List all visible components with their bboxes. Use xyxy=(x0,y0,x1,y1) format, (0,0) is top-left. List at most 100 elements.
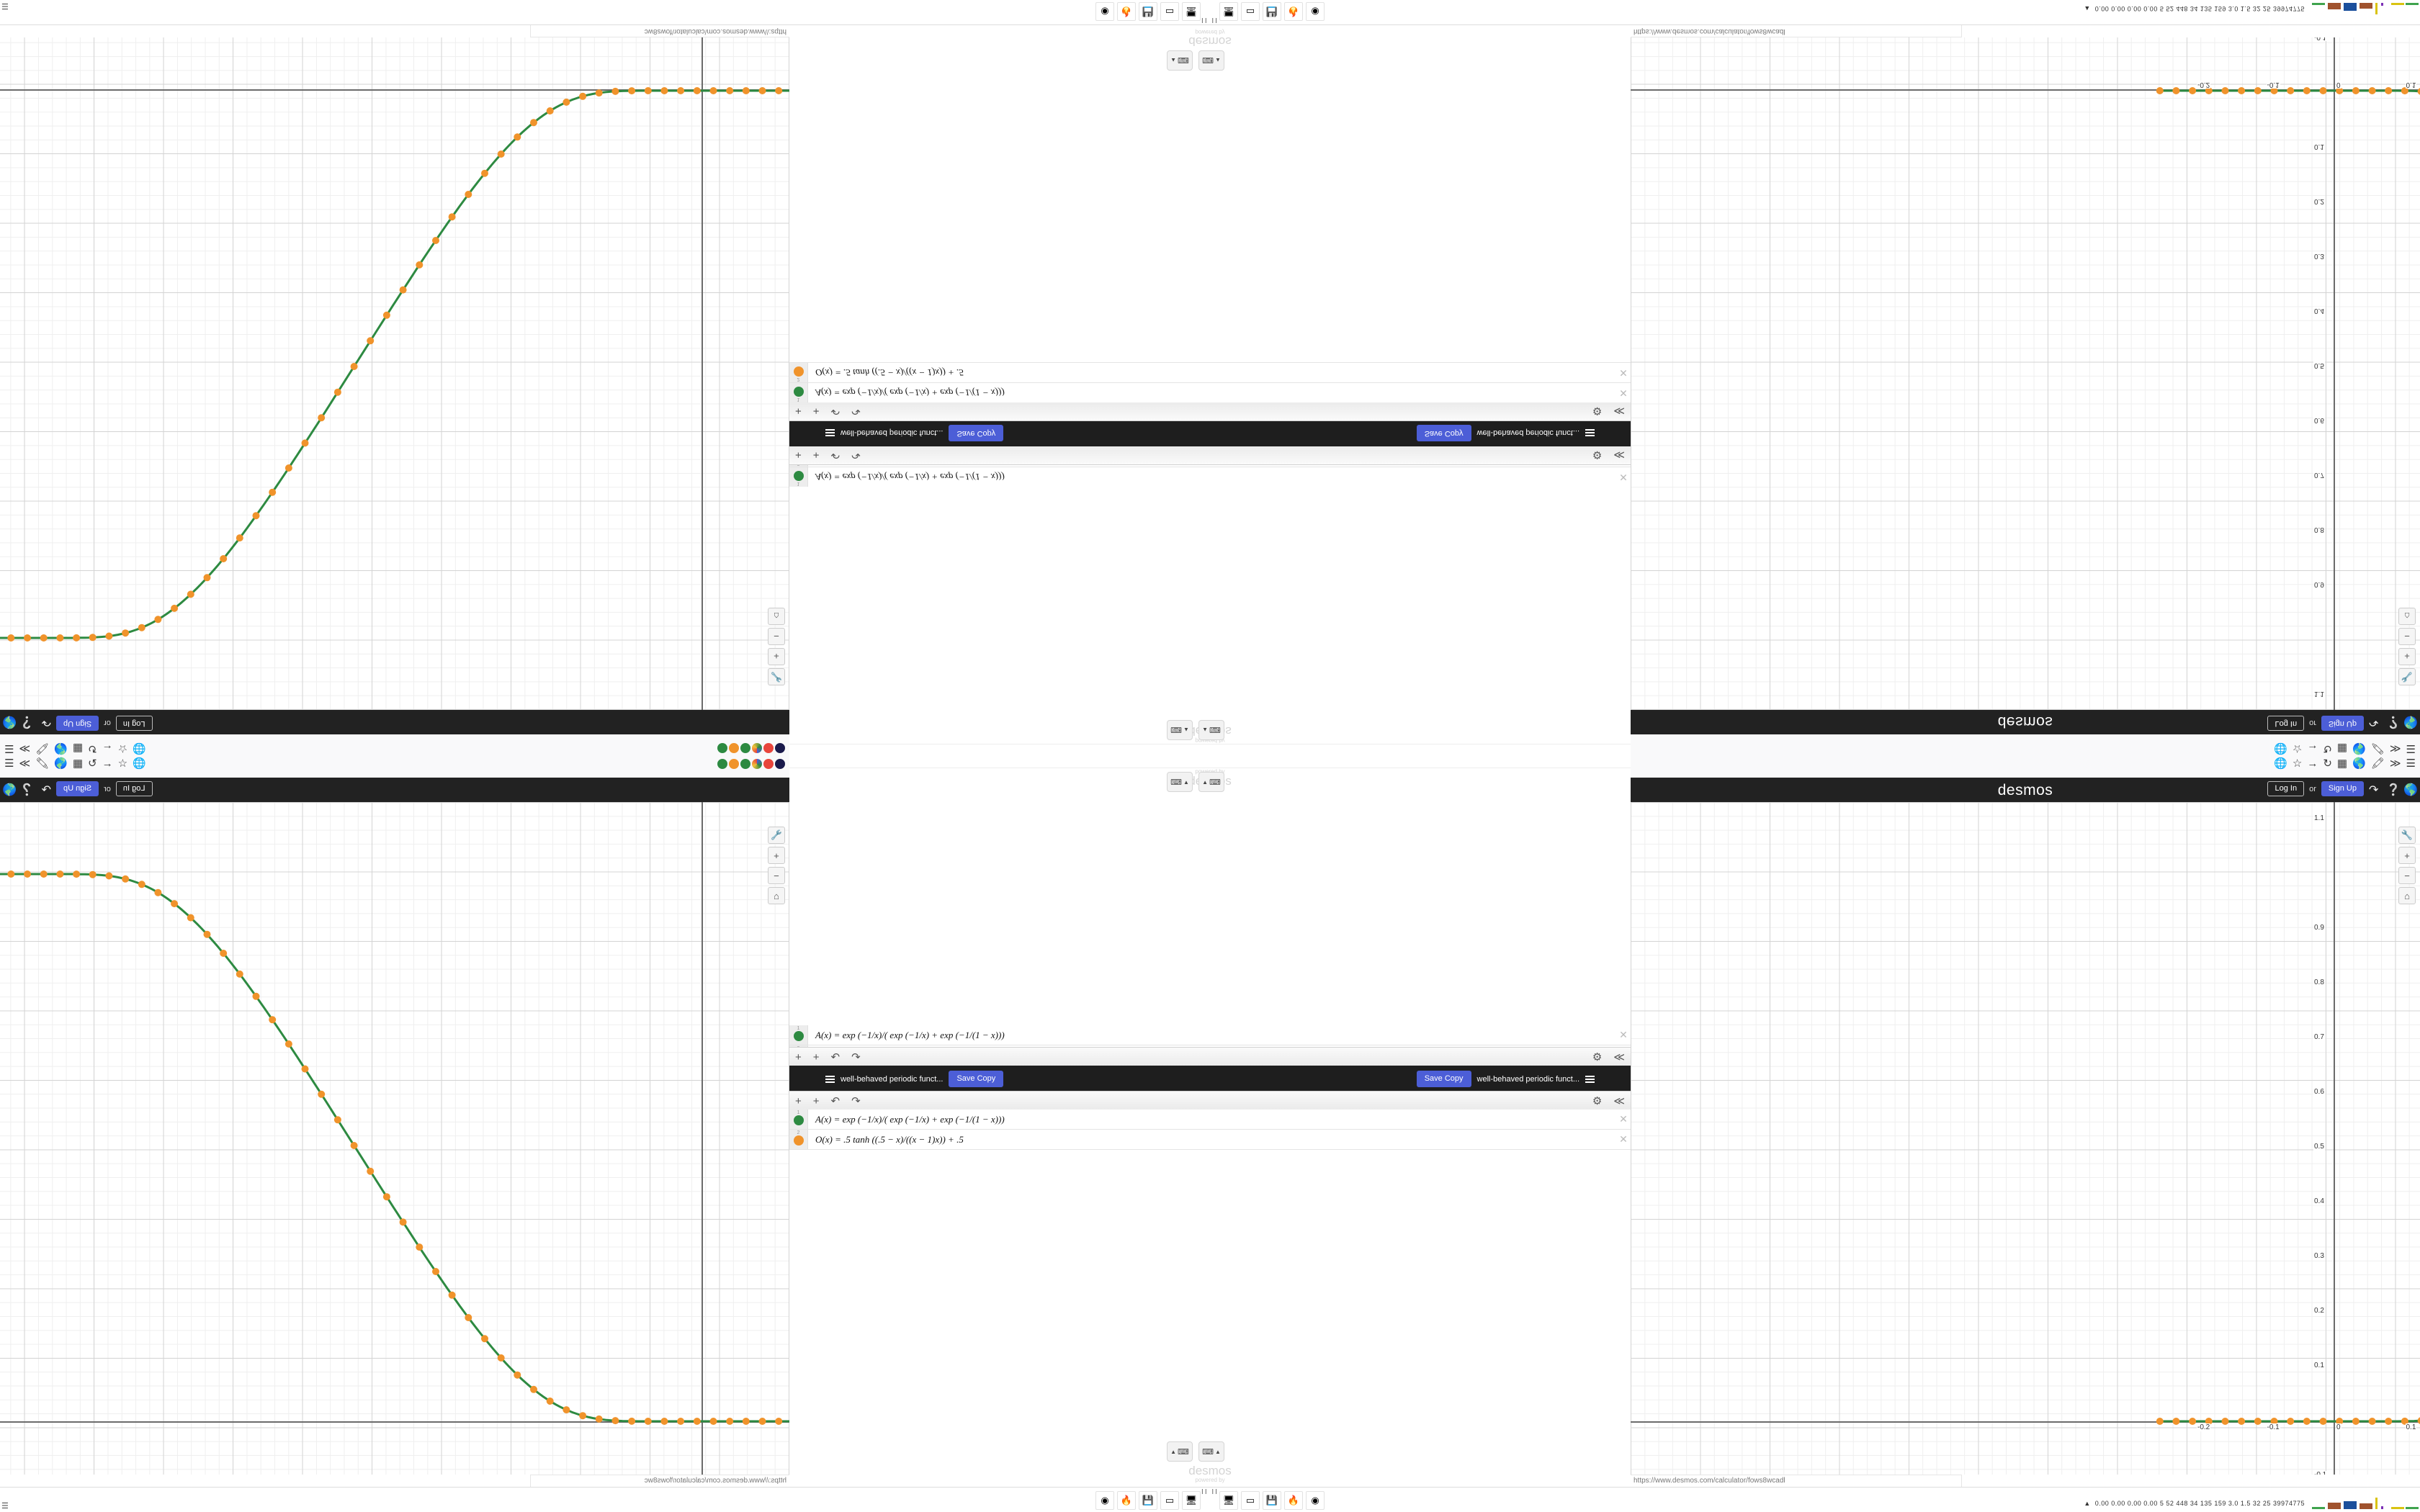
browser-window-right[interactable]: 🌐 ☆ → ↻ ▦ 🌎 🖍 ≫ ☰ desm xyxy=(1631,756,2420,1488)
keyboard-toggle-group-top[interactable]: ⌨ ▲ ▲ ⌨ xyxy=(1167,720,1224,740)
keyboard-icon-2[interactable]: ▲ ⌨ xyxy=(1198,720,1224,740)
expression-index-cell[interactable]: 2 xyxy=(789,1130,808,1149)
undo-icon[interactable]: ↶ xyxy=(830,405,841,418)
home-icon[interactable]: ⌂ xyxy=(2398,887,2416,904)
add-note-icon[interactable]: + xyxy=(812,1050,820,1063)
keyboard-icon-4[interactable]: ⌨ ▲ xyxy=(1198,1441,1224,1462)
browser-window-middle[interactable]: powered by desmos ⌨▲ ▲⌨ 1 xyxy=(789,0,1631,756)
hamburger-icon[interactable]: ☰ xyxy=(2406,757,2416,770)
wrench-icon[interactable]: 🔧 xyxy=(768,668,785,685)
extension-icon[interactable]: 🖍 xyxy=(35,742,50,755)
taskbar-app-launchers[interactable]: ◉ 🔥 💾 ▭ 🖥 🖥 ▭ 💾 🔥 ◉ xyxy=(1095,1491,1325,1510)
chrome-toolbar-icons-right[interactable]: 🌐 ☆ → ↻ ▦ 🌎 🖍 ≫ ☰ xyxy=(2274,758,2416,769)
chevron-double-right-icon[interactable]: ≫ xyxy=(19,757,31,770)
redo-icon[interactable]: ↷ xyxy=(851,1050,861,1063)
keyboard-icon-4[interactable]: ⌨ ▲ xyxy=(1198,50,1224,71)
desmos-account-area-right[interactable]: Log In or Sign Up ↷ ❔ 🌎 xyxy=(2267,716,2418,731)
display-icon-2[interactable]: 🖥 xyxy=(1219,1491,1238,1510)
expression-index-cell[interactable]: 1 xyxy=(789,467,808,487)
browser-window-right[interactable]: 🌐 ☆ → ↻ ▦ 🌎 🖍 ≫ ☰ desm xyxy=(1631,24,2420,756)
home-icon[interactable]: ⌂ xyxy=(768,608,785,625)
keyboard-icon-2[interactable]: ▲ ⌨ xyxy=(1198,772,1224,792)
signup-button[interactable]: Sign Up xyxy=(2321,716,2364,731)
login-button[interactable]: Log In xyxy=(2267,716,2305,731)
terminal-icon[interactable]: ▭ xyxy=(1160,2,1179,21)
add-note-icon[interactable]: + xyxy=(812,405,820,418)
expression-row[interactable]: 1 A(x) = exp (−1/x)/( exp (−1/x) + exp (… xyxy=(789,1025,1631,1045)
expression-formula[interactable]: O(x) = .5 tanh ((.5 − x)/((x − 1)x)) + .… xyxy=(815,367,964,379)
terminal-icon[interactable]: ▭ xyxy=(1160,1491,1179,1510)
home-icon[interactable]: ⌂ xyxy=(2398,608,2416,625)
zoom-out-button[interactable]: − xyxy=(768,867,785,884)
blender-icon-2[interactable]: ◉ xyxy=(1306,2,1325,21)
zoom-out-button[interactable]: − xyxy=(2398,867,2416,884)
hamburger-icon[interactable] xyxy=(825,1075,835,1083)
login-button[interactable]: Log In xyxy=(2267,781,2305,796)
taskbar-app-launchers[interactable]: ◉ 🔥 💾 ▭ 🖥 🖥 ▭ 💾 🔥 ◉ xyxy=(1095,2,1325,21)
hamburger-icon-2[interactable] xyxy=(1585,429,1595,437)
chrome-toolbar-icons-left[interactable]: 🌐 ☆ ← ↻ ▦ 🌎 🖍 ≫ ☰ xyxy=(4,742,146,755)
firefox-icon-2[interactable]: 🔥 xyxy=(1284,1491,1303,1510)
home-icon[interactable]: ⌂ xyxy=(768,887,785,904)
display-icon-2[interactable]: 🖥 xyxy=(1219,2,1238,21)
terminal-icon-2[interactable]: ▭ xyxy=(1241,1491,1260,1510)
language-icon[interactable]: 🌎 xyxy=(2,716,17,728)
system-monitor-tray[interactable]: ▲ 0.00 0.00 0.00 0.00 5 52 448 34 135 15… xyxy=(2084,1496,2419,1511)
back-arrow-icon[interactable]: ← xyxy=(102,757,113,770)
translate-icon[interactable]: 🌐 xyxy=(2274,742,2287,755)
browser-chrome-right[interactable]: 🌐 ☆ → ↻ ▦ 🌎 🖍 ≫ ☰ xyxy=(1631,734,2420,756)
gear-icon[interactable]: ⚙ xyxy=(1592,1050,1603,1063)
keyboard-icon[interactable]: ⌨ ▲ xyxy=(1167,720,1193,740)
zoom-in-button[interactable]: + xyxy=(2398,648,2416,665)
browser-chrome-left[interactable]: 🌐 ☆ ← ↻ ▦ 🌎 🖍 ≫ ☰ xyxy=(0,734,789,756)
graph-title-group-left[interactable]: well-behaved periodic funct... Save Copy xyxy=(825,1071,1004,1087)
expression-index-cell[interactable]: 1 xyxy=(789,1110,808,1129)
add-note-icon[interactable]: + xyxy=(812,449,820,462)
curve-color-swatch[interactable] xyxy=(793,1031,804,1041)
expression-row[interactable]: 2 O(x) = .5 tanh ((.5 − x)/((x − 1)x)) +… xyxy=(789,1130,1631,1150)
terminal-icon-2[interactable]: ▭ xyxy=(1241,2,1260,21)
share-icon[interactable]: ↷ xyxy=(41,716,51,728)
expression-toolbar-upper[interactable]: + + ↶ ↷ ⚙ ≪ xyxy=(789,445,1631,465)
close-icon[interactable]: ✕ xyxy=(1619,1113,1628,1125)
caret-up-icon[interactable]: ▲ xyxy=(2084,5,2091,12)
blender-icon[interactable]: ◉ xyxy=(1095,2,1114,21)
hamburger-icon[interactable]: ☰ xyxy=(2406,742,2416,755)
close-icon[interactable]: ✕ xyxy=(1619,472,1628,483)
display-icon[interactable]: 🖥 xyxy=(1182,2,1201,21)
workspace-pager[interactable]: II II xyxy=(1201,1488,1219,1496)
expression-formula[interactable]: A(x) = exp (−1/x)/( exp (−1/x) + exp (−1… xyxy=(815,472,1005,483)
graph-title[interactable]: well-behaved periodic funct... xyxy=(841,428,944,438)
reload-icon[interactable]: ↻ xyxy=(2323,757,2332,770)
bookmark-star-icon[interactable]: ☆ xyxy=(2292,757,2303,770)
redo-icon[interactable]: ↷ xyxy=(851,1094,861,1107)
browser-window-left[interactable]: 🌐 ☆ ← ↻ ▦ 🌎 🖍 ≫ ☰ xyxy=(0,756,789,1488)
browser-chrome-left[interactable]: 🌐 ☆ ← ↻ ▦ 🌎 🖍 ≫ ☰ xyxy=(0,756,789,778)
expression-row[interactable]: 1 A(x) = exp (−1/x)/( exp (−1/x) + exp (… xyxy=(789,1110,1631,1130)
signup-button[interactable]: Sign Up xyxy=(56,716,99,731)
expression-formula[interactable]: A(x) = exp (−1/x)/( exp (−1/x) + exp (−1… xyxy=(815,1113,1005,1125)
reload-icon[interactable]: ↻ xyxy=(88,757,97,770)
globe-icon[interactable]: 🌎 xyxy=(54,742,68,755)
close-icon[interactable]: ✕ xyxy=(1619,1133,1628,1145)
collapse-icon[interactable]: ≪ xyxy=(1613,405,1625,418)
expression-list-lower[interactable]: 1 A(x) = exp (−1/x)/( exp (−1/x) + exp (… xyxy=(789,362,1631,402)
graph-canvas-left[interactable]: 🔧 + − ⌂ xyxy=(0,37,789,710)
close-icon[interactable]: ✕ xyxy=(1619,367,1628,379)
reader-icon[interactable]: ▦ xyxy=(2336,742,2348,755)
graph-title[interactable]: well-behaved periodic funct... xyxy=(841,1074,944,1084)
reader-icon[interactable]: ▦ xyxy=(72,742,84,755)
browser-window-left[interactable]: 🌐 ☆ ← ↻ ▦ 🌎 🖍 ≫ ☰ xyxy=(0,24,789,756)
translate-icon[interactable]: 🌐 xyxy=(133,757,146,770)
curve-color-swatch[interactable] xyxy=(793,366,804,377)
curve-color-swatch[interactable] xyxy=(793,1135,804,1146)
language-icon[interactable]: 🌎 xyxy=(2403,784,2418,796)
reload-icon[interactable]: ↻ xyxy=(88,742,97,755)
language-icon[interactable]: 🌎 xyxy=(2,784,17,796)
reload-icon[interactable]: ↻ xyxy=(2323,742,2332,755)
globe-icon[interactable]: 🌎 xyxy=(54,757,68,770)
reader-icon[interactable]: ▦ xyxy=(2336,757,2348,770)
help-icon[interactable]: ❔ xyxy=(19,784,34,796)
display-icon[interactable]: 🖥 xyxy=(1182,1491,1201,1510)
gear-icon[interactable]: ⚙ xyxy=(1592,1094,1603,1107)
